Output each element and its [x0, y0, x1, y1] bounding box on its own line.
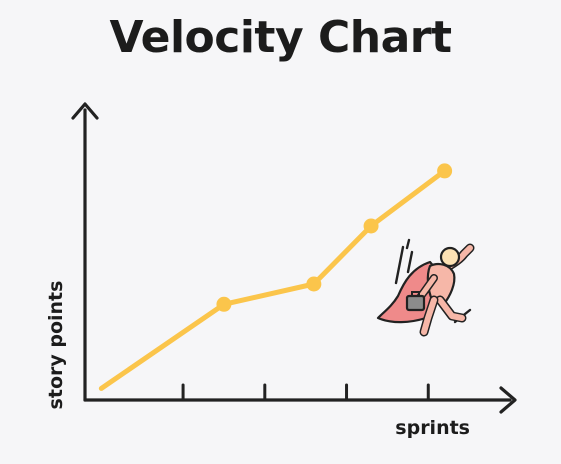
data-point-2 — [216, 296, 232, 312]
y-axis-arrow — [71, 102, 99, 120]
superhero-flying-with-briefcase-icon — [376, 238, 475, 337]
x-axis-label: sprints — [395, 417, 470, 439]
chart-title: Velocity Chart — [109, 12, 452, 63]
y-axis-label: story points — [45, 281, 67, 410]
series-line-group — [98, 163, 453, 391]
data-point-4 — [363, 218, 379, 234]
data-point-5 — [437, 163, 453, 179]
data-point-3 — [306, 276, 322, 292]
x-axis-ticks — [181, 383, 430, 402]
x-axis-arrow — [499, 386, 517, 414]
series-line-1 — [98, 168, 448, 391]
